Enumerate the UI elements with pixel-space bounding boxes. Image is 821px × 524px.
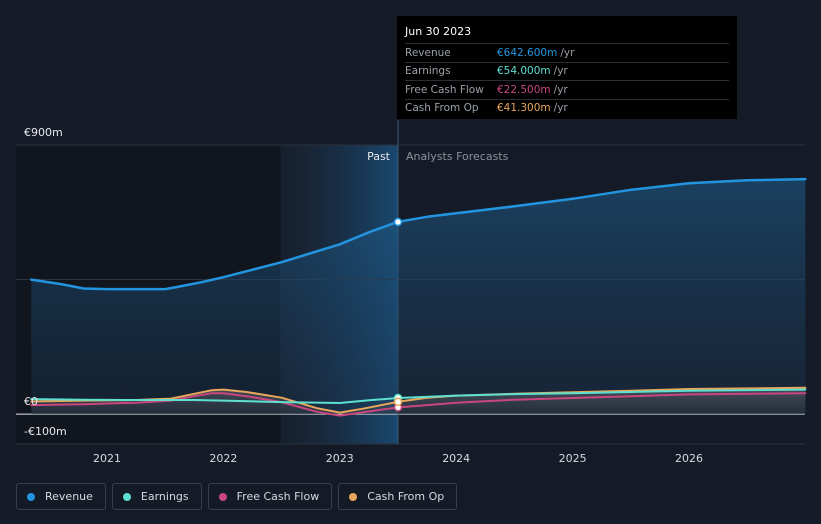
y-tick-label: €900m bbox=[24, 126, 63, 139]
tooltip-value: €54.000m bbox=[497, 65, 551, 78]
y-tick-label: €0 bbox=[24, 395, 38, 408]
legend-label: Free Cash Flow bbox=[236, 490, 320, 503]
revenue-dot-icon bbox=[27, 492, 35, 501]
tooltip: Jun 30 2023 Revenue €642.600m /yr Earnin… bbox=[397, 16, 737, 119]
tooltip-row-earnings: Earnings €54.000m /yr bbox=[405, 61, 729, 81]
y-tick-label: -€100m bbox=[24, 425, 67, 438]
x-tick-label: 2022 bbox=[209, 452, 237, 465]
x-tick-label: 2021 bbox=[93, 452, 121, 465]
tooltip-value: €642.600m bbox=[497, 46, 558, 59]
series-line-earnings bbox=[30, 388, 807, 404]
legend-item-earnings[interactable]: Earnings bbox=[111, 483, 202, 510]
x-tick-label: 2023 bbox=[326, 452, 354, 465]
legend-label: Earnings bbox=[140, 490, 189, 503]
x-tick-label: 2026 bbox=[675, 452, 703, 465]
tooltip-label: Cash From Op bbox=[405, 102, 479, 115]
tooltip-date: Jun 30 2023 bbox=[405, 25, 472, 38]
tooltip-value: €22.500m bbox=[497, 83, 551, 96]
tooltip-label: Revenue bbox=[405, 46, 451, 59]
tooltip-row-cfo: Cash From Op €41.300m /yr bbox=[405, 98, 729, 118]
tooltip-row-fcf: Free Cash Flow €22.500m /yr bbox=[405, 80, 729, 99]
forecast-label: Analysts Forecasts bbox=[406, 150, 509, 163]
past-label: Past bbox=[367, 150, 391, 163]
tooltip-unit: /yr bbox=[553, 65, 568, 78]
legend-item-free-cash-flow[interactable]: Free Cash Flow bbox=[207, 483, 333, 510]
tooltip-unit: /yr bbox=[560, 46, 575, 59]
x-tick-label: 2024 bbox=[442, 452, 470, 465]
tooltip-row-revenue: Revenue €642.600m /yr bbox=[405, 43, 729, 62]
legend: Revenue Earnings Free Cash Flow Cash Fro… bbox=[16, 483, 458, 510]
cash-from-op-dot-icon bbox=[349, 492, 358, 501]
tooltip-label: Free Cash Flow bbox=[405, 83, 484, 96]
series-line-revenue bbox=[30, 177, 807, 291]
tooltip-unit: /yr bbox=[553, 102, 568, 115]
highlight-point-cash-from-op bbox=[393, 397, 403, 407]
legend-label: Revenue bbox=[45, 490, 93, 503]
tooltip-label: Earnings bbox=[405, 65, 451, 78]
highlight-point-revenue bbox=[393, 217, 403, 227]
revenue-area bbox=[31, 179, 806, 415]
free-cash-flow-dot-icon bbox=[218, 492, 227, 501]
tooltip-value: €41.300m bbox=[497, 102, 551, 115]
legend-label: Cash From Op bbox=[367, 490, 445, 503]
x-tick-label: 2025 bbox=[559, 452, 587, 465]
tooltip-unit: /yr bbox=[553, 83, 568, 96]
legend-item-cash-from-op[interactable]: Cash From Op bbox=[338, 483, 458, 510]
legend-item-revenue[interactable]: Revenue bbox=[16, 483, 106, 510]
earnings-dot-icon bbox=[122, 492, 131, 501]
